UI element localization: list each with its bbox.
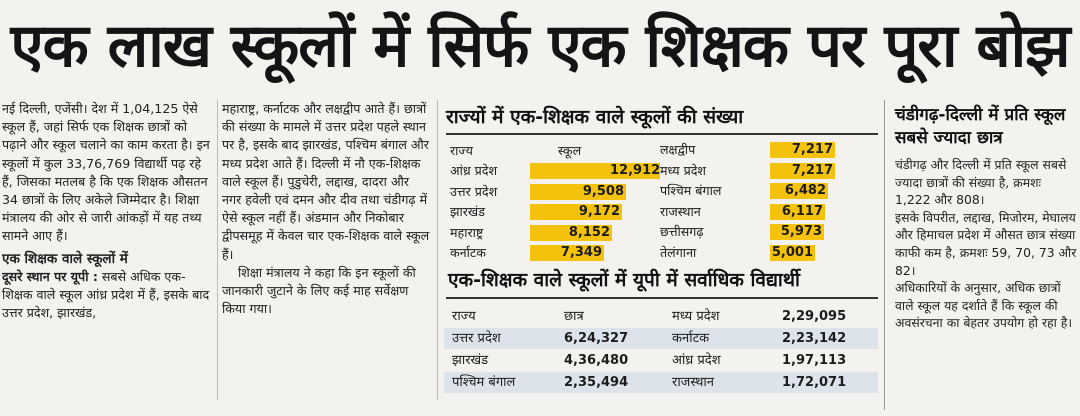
state-label: पश्चिम बंगाल: [660, 183, 722, 198]
column-divider: [437, 100, 438, 400]
state-label: कर्नाटक: [450, 245, 486, 260]
panel-rule: [446, 133, 878, 135]
bar-value-label: 6,117: [781, 203, 823, 219]
state-label: महाराष्ट्र: [450, 224, 484, 240]
bar-value-label: 5,973: [780, 224, 822, 239]
bar-value-label: 9,508: [582, 183, 624, 199]
table-header-row: राज्य छात्र मध्य प्रदेश 2,29,095: [444, 306, 878, 327]
bar: [770, 244, 815, 261]
bar-value-label: 7,217: [791, 142, 833, 157]
col-header-state: राज्य: [452, 309, 476, 324]
bar-value-label: 12,912: [610, 163, 661, 178]
article-subhead: एक शिक्षक वाले स्कूलों में: [2, 250, 128, 267]
schools-row: महाराष्ट्र 8,152: [448, 223, 878, 243]
article-column-1: नई दिल्ली, एजेंसी। देश में 1,04,125 ऐसे …: [2, 100, 214, 410]
schools-row: कर्नाटक 7,349: [448, 243, 878, 263]
bar: [770, 203, 825, 220]
bar: [530, 245, 604, 261]
sidebar-paragraph: चंडीगढ़ और दिल्ली में प्रति स्कूल सबसे ज…: [895, 157, 1067, 208]
article-paragraph: दूसरे स्थान पर यूपी : सबसे अधिक एक-शिक्ष…: [2, 268, 214, 323]
bar: [530, 204, 622, 220]
bar-value-label: 6,482: [784, 183, 826, 198]
schools-row: पश्चिम बंगाल 6,482: [448, 181, 878, 201]
bar-value-label: 8,152: [568, 224, 610, 240]
bar-value-label: 5,001: [771, 244, 813, 260]
schools-row: तेलंगाना 5,001: [448, 243, 878, 263]
headline: एक लाख स्कूलों में सिर्फ एक शिक्षक पर पू…: [10, 11, 1070, 81]
cell-value: 2,23,142: [782, 331, 847, 346]
sidebar-paragraph: अधिकारियों के अनुसार, अधिक छात्रों वाले …: [895, 280, 1073, 331]
state-label: राजस्थान: [660, 203, 701, 219]
schools-row: राजस्थान 6,117: [448, 202, 878, 222]
article-text: सबसे अधिक एक-शिक्षक वाले स्कूल आंध्र प्र…: [2, 268, 210, 321]
sidebar-body: चंडीगढ़ और दिल्ली में प्रति स्कूल सबसे ज…: [895, 156, 1079, 332]
cell-state: पश्चिम बंगाल: [452, 375, 516, 390]
bar: [770, 183, 828, 199]
students-panel-title: एक-शिक्षक वाले स्कूलों में यूपी में सर्व…: [448, 269, 800, 291]
cell-state: झारखंड: [452, 353, 489, 368]
article-paragraph: शिक्षा मंत्रालय ने कहा कि इन स्कूलों की …: [222, 264, 416, 317]
sidebar-box: चंडीगढ़-दिल्ली में प्रति स्कूल सबसे ज्या…: [884, 100, 1079, 410]
bar: [530, 163, 660, 179]
schools-row: छत्तीसगढ़ 5,973: [448, 222, 878, 242]
schools-row: झारखंड 9,172: [448, 202, 878, 222]
article-paragraph: नई दिल्ली, एजेंसी। देश में 1,04,125 ऐसे …: [2, 101, 210, 244]
schools-panel-title: राज्यों में एक-शिक्षक वाले स्कूलों की सं…: [446, 106, 744, 128]
bar: [530, 224, 612, 241]
table-row: पश्चिम बंगाल 2,35,494 राजस्थान 1,72,071: [444, 372, 878, 393]
cell-state: कर्नाटक: [672, 331, 710, 346]
article-column-2: महाराष्ट्र, कर्नाटक और लक्षद्वीप आते हैं…: [222, 100, 430, 410]
bar-value-label: 7,349: [560, 245, 602, 260]
column-divider: [217, 100, 218, 400]
cell-value: 2,35,494: [564, 375, 629, 390]
cell-value: 2,29,095: [782, 309, 847, 324]
bar: [770, 142, 835, 158]
cell-state: मध्य प्रदेश: [672, 309, 720, 324]
bar: [530, 183, 626, 200]
schools-row: लक्षद्वीप 7,217: [448, 140, 878, 160]
bar: [770, 162, 835, 179]
table-row: उत्तर प्रदेश 6,24,327 कर्नाटक 2,23,142: [444, 328, 878, 349]
col-header-state: राज्य: [450, 143, 473, 158]
bar-value-label: 9,172: [578, 204, 620, 219]
bar: [770, 224, 824, 240]
cell-state: आंध्र प्रदेश: [672, 353, 721, 368]
panel-rule: [446, 297, 878, 299]
cell-value: 4,36,480: [564, 353, 629, 368]
cell-value: 6,24,327: [564, 331, 629, 346]
state-label: उत्तर प्रदेश: [450, 183, 498, 199]
sidebar-paragraph: इसके विपरीत, लद्दाख, मिजोरम, मेघालय और ह…: [895, 209, 1077, 278]
schools-row: आंध्र प्रदेश 12,912: [448, 161, 878, 181]
cell-value: 1,97,113: [782, 353, 847, 368]
state-label: मध्य प्रदेश: [660, 162, 706, 178]
bar-value-label: 7,217: [791, 162, 833, 178]
sidebar-title: चंडीगढ़-दिल्ली में प्रति स्कूल सबसे ज्या…: [895, 105, 1066, 148]
state-label: लक्षद्वीप: [660, 142, 696, 157]
article-paragraph: महाराष्ट्र, कर्नाटक और लक्षद्वीप आते हैं…: [222, 101, 430, 262]
state-label: आंध्र प्रदेश: [450, 163, 498, 178]
col-header-students: छात्र: [564, 309, 584, 324]
table-row: झारखंड 4,36,480 आंध्र प्रदेश 1,97,113: [444, 350, 878, 371]
col-header-schools: स्कूल: [558, 143, 582, 158]
state-label: तेलंगाना: [660, 244, 697, 260]
cell-state: राजस्थान: [672, 375, 715, 390]
state-label: झारखंड: [450, 204, 485, 219]
cell-value: 1,72,071: [782, 375, 847, 390]
article-lead: दूसरे स्थान पर यूपी :: [2, 268, 98, 284]
students-table: राज्य छात्र मध्य प्रदेश 2,29,095 उत्तर प…: [444, 306, 878, 406]
schools-row: मध्य प्रदेश 7,217: [448, 161, 878, 181]
state-label: छत्तीसगढ़: [660, 224, 704, 239]
cell-state: उत्तर प्रदेश: [452, 331, 501, 346]
schools-row: उत्तर प्रदेश 9,508: [448, 182, 878, 202]
